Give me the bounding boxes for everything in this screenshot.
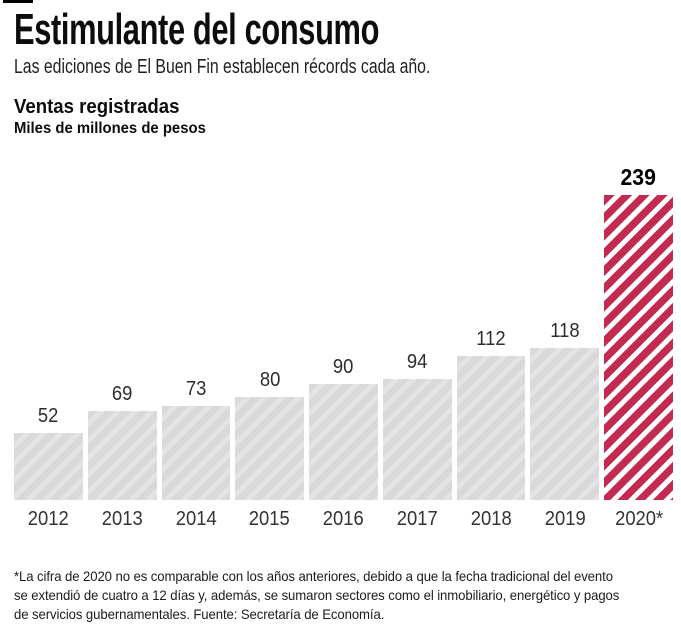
chart-title: Ventas registradas	[14, 96, 180, 118]
bar-2020-highlight	[604, 195, 674, 500]
x-axis-label: 2013	[101, 508, 143, 530]
bar-value-label: 73	[185, 378, 207, 400]
bar	[456, 356, 526, 500]
bar	[309, 384, 378, 500]
footnote: *La cifra de 2020 no es comparable con l…	[14, 568, 620, 622]
bar-column: 80 2015	[235, 165, 305, 533]
x-axis-label: 2014	[175, 508, 217, 530]
top-accent-rule	[3, 0, 33, 3]
bar-value-label: 239	[620, 164, 657, 190]
bar-column: 73 2014	[161, 165, 231, 533]
bar-column: 94 2017	[382, 165, 452, 533]
bar	[382, 379, 452, 500]
bar-column: 52 2012	[14, 165, 83, 533]
x-axis-label: 2016	[323, 508, 364, 530]
x-axis-label: 2012	[27, 508, 69, 530]
bar-value-label: 94	[407, 351, 428, 373]
bar-chart: 52 2012 69 2013 73 2014 80 2015 90 2016 94 2017 112 2…	[14, 164, 674, 533]
page-subtitle: Las ediciones de El Buen Fin establecen …	[14, 56, 431, 78]
bar-column: 112 2018	[456, 165, 526, 533]
x-axis-label: 2019	[544, 508, 586, 530]
x-axis-label: 2015	[249, 508, 291, 530]
bar-value-label: 69	[111, 383, 133, 405]
bar	[161, 406, 231, 500]
bar-value-label: 112	[476, 328, 506, 350]
bar-value-label: 52	[38, 405, 59, 427]
x-axis-label: 2018	[470, 508, 512, 530]
bar-column: 239 2020*	[604, 164, 674, 533]
bar	[530, 348, 600, 500]
x-axis-label: 2017	[396, 508, 438, 530]
bar-column: 118 2019	[530, 165, 600, 533]
bar-value-label: 90	[333, 356, 354, 378]
bar-value-label: 80	[259, 369, 280, 391]
bar	[14, 433, 83, 500]
x-axis-label: 2020*	[614, 508, 663, 530]
page-title: Estimulante del consumo	[14, 5, 380, 54]
bar-column: 69 2013	[87, 165, 157, 533]
bar-value-label: 118	[550, 320, 580, 342]
chart-units-label: Miles de millones de pesos	[14, 120, 206, 137]
bar	[87, 411, 157, 500]
bar-column: 90 2016	[309, 165, 378, 533]
bar	[235, 397, 305, 500]
